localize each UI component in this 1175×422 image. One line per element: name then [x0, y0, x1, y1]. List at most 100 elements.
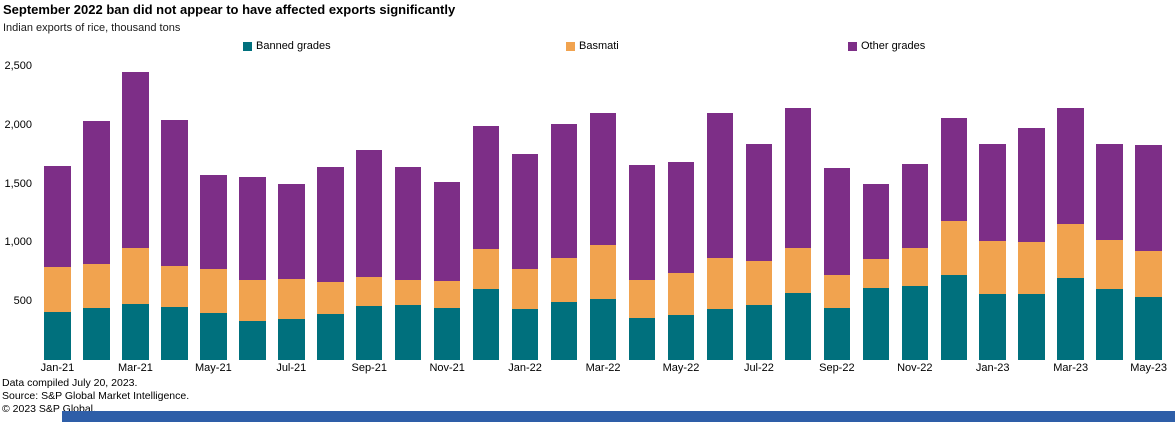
x-tick-label: Jan-22 — [508, 362, 542, 374]
y-tick-label: 2,500 — [4, 60, 32, 72]
bar-segment-other-grades — [940, 117, 967, 222]
x-tick-label — [467, 362, 506, 374]
bar-segment-basmati — [784, 248, 812, 293]
bar-segment-basmati — [589, 244, 617, 299]
bar-segment-basmati — [278, 278, 305, 319]
bar-segment-banned-grades — [589, 298, 617, 360]
bar-jan-22 — [506, 66, 545, 360]
bar-jun-22 — [700, 66, 739, 360]
x-tick-label — [389, 362, 428, 374]
bar-segment-banned-grades — [122, 303, 149, 360]
y-tick-label: 2,000 — [4, 118, 32, 131]
bar-segment-banned-grades — [44, 311, 71, 360]
legend-item-basmati: Basmati — [566, 40, 619, 52]
bar-segment-other-grades — [472, 126, 500, 250]
legend-swatch-other-grades-icon — [848, 41, 857, 51]
bar-segment-other-grades — [823, 168, 851, 276]
bar-segment-basmati — [667, 272, 695, 316]
bar-segment-basmati — [550, 257, 578, 303]
bar-segment-basmati — [161, 265, 188, 308]
bar-segment-banned-grades — [472, 289, 500, 360]
bar-segment-other-grades — [667, 162, 695, 273]
x-tick-label: May-23 — [1130, 362, 1167, 374]
bar-segment-other-grades — [628, 164, 656, 281]
x-tick-label: May-21 — [195, 362, 232, 374]
bar-aug-22 — [778, 66, 817, 360]
legend-item-banned-grades: Banned grades — [243, 40, 331, 52]
bar-segment-banned-grades — [278, 318, 305, 360]
y-tick-label: 1,000 — [4, 236, 32, 249]
bar-segment-other-grades — [511, 154, 539, 270]
bar-segment-banned-grades — [317, 314, 344, 360]
x-tick-label — [623, 362, 662, 374]
plot-area — [38, 66, 1168, 360]
bar-dec-22 — [934, 66, 973, 360]
bar-segment-banned-grades — [550, 302, 578, 360]
bar-segment-banned-grades — [200, 312, 227, 360]
bar-jun-21 — [233, 66, 272, 360]
bar-segment-banned-grades — [628, 317, 656, 360]
bar-may-23 — [1129, 66, 1168, 360]
x-tick-label — [77, 362, 116, 374]
bar-segment-basmati — [511, 269, 539, 310]
x-tick-label: May-22 — [662, 362, 700, 374]
bar-dec-21 — [467, 66, 506, 360]
bar-jan-21 — [38, 66, 77, 360]
legend-swatch-basmati-icon — [566, 41, 575, 51]
x-tick-label: Sep-21 — [351, 362, 387, 374]
bar-segment-other-grades — [901, 163, 929, 249]
bar-segment-basmati — [1057, 223, 1084, 278]
bar-segment-other-grades — [706, 113, 734, 258]
bar-segment-banned-grades — [823, 308, 851, 360]
bar-segment-other-grades — [239, 176, 266, 281]
x-tick-label — [233, 362, 272, 374]
bar-segment-basmati — [979, 241, 1006, 295]
bar-jul-21 — [272, 66, 311, 360]
bar-segment-basmati — [1135, 250, 1162, 297]
bar-feb-23 — [1012, 66, 1051, 360]
x-tick-label: Jan-23 — [975, 362, 1010, 374]
bar-segment-basmati — [317, 282, 344, 315]
bar-aug-21 — [311, 66, 350, 360]
x-tick-label — [1012, 362, 1051, 374]
bar-segment-other-grades — [862, 183, 890, 259]
x-tick-label: Jan-21 — [40, 362, 75, 374]
bar-may-22 — [662, 66, 701, 360]
bar-may-21 — [194, 66, 233, 360]
chart-title: September 2022 ban did not appear to hav… — [3, 2, 456, 17]
bar-segment-basmati — [394, 280, 422, 305]
bar-segment-other-grades — [1057, 108, 1084, 224]
bar-oct-22 — [856, 66, 895, 360]
bar-segment-basmati — [83, 263, 110, 309]
x-tick-label — [545, 362, 584, 374]
x-tick-label: Jul-21 — [276, 362, 307, 374]
x-tick-label: Mar-22 — [585, 362, 621, 374]
bar-nov-21 — [428, 66, 467, 360]
bar-segment-other-grades — [278, 183, 305, 279]
bar-apr-23 — [1090, 66, 1129, 360]
bar-sep-22 — [817, 66, 856, 360]
bar-jan-23 — [973, 66, 1012, 360]
bar-segment-other-grades — [161, 120, 188, 266]
bar-segment-banned-grades — [239, 321, 266, 360]
bar-segment-banned-grades — [394, 304, 422, 360]
bar-segment-other-grades — [1135, 144, 1162, 251]
bar-segment-banned-grades — [433, 308, 461, 360]
brand-bar — [62, 411, 1175, 422]
bar-segment-other-grades — [317, 167, 344, 283]
bar-segment-banned-grades — [940, 275, 967, 360]
x-tick-label — [311, 362, 350, 374]
x-tick-label — [934, 362, 973, 374]
bars-container — [38, 66, 1168, 360]
bar-segment-basmati — [706, 257, 734, 310]
y-tick-label: 500 — [13, 295, 32, 308]
bar-segment-other-grades — [1096, 143, 1123, 241]
bar-segment-other-grades — [200, 175, 227, 270]
bar-segment-other-grades — [784, 108, 812, 249]
bar-segment-banned-grades — [745, 304, 773, 360]
bar-segment-other-grades — [394, 167, 422, 281]
bar-segment-basmati — [472, 249, 500, 290]
x-tick-label — [856, 362, 895, 374]
bar-segment-banned-grades — [979, 294, 1006, 360]
x-tick-label: Sep-22 — [819, 362, 855, 374]
